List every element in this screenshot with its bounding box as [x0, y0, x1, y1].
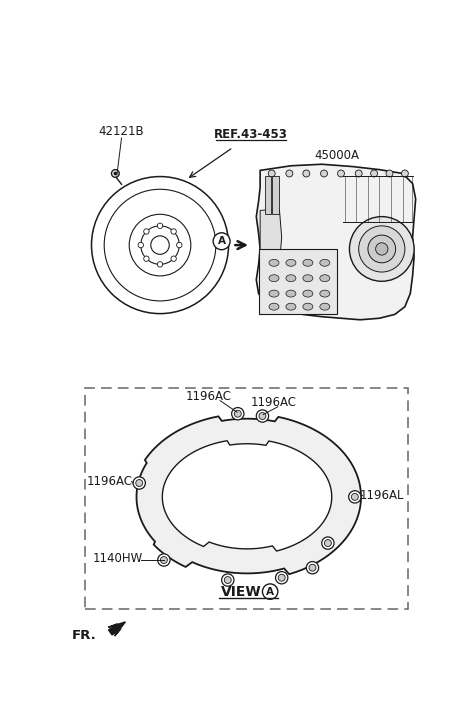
- Polygon shape: [256, 164, 415, 320]
- Bar: [85, 387, 408, 609]
- Text: 42121B: 42121B: [99, 125, 144, 138]
- Circle shape: [368, 235, 396, 262]
- Circle shape: [275, 571, 288, 584]
- Circle shape: [355, 170, 362, 177]
- Circle shape: [324, 539, 331, 547]
- Text: 1196AC: 1196AC: [186, 390, 232, 403]
- Text: VIEW: VIEW: [220, 585, 261, 598]
- Circle shape: [306, 561, 319, 574]
- Polygon shape: [109, 622, 125, 636]
- Circle shape: [157, 223, 163, 228]
- Ellipse shape: [269, 290, 279, 297]
- Circle shape: [111, 169, 119, 177]
- Circle shape: [151, 236, 169, 254]
- Circle shape: [371, 170, 377, 177]
- Ellipse shape: [320, 275, 330, 281]
- Ellipse shape: [320, 303, 330, 310]
- Circle shape: [350, 217, 414, 281]
- Circle shape: [136, 480, 143, 486]
- Ellipse shape: [303, 290, 313, 297]
- Circle shape: [309, 564, 316, 571]
- Circle shape: [286, 170, 293, 177]
- Ellipse shape: [269, 275, 279, 281]
- Circle shape: [224, 577, 231, 584]
- Circle shape: [144, 256, 149, 262]
- Circle shape: [337, 170, 345, 177]
- Circle shape: [386, 170, 393, 177]
- Ellipse shape: [303, 275, 313, 281]
- Bar: [265, 176, 271, 214]
- Text: 45000A: 45000A: [314, 148, 360, 161]
- Circle shape: [113, 172, 118, 175]
- Circle shape: [213, 233, 230, 249]
- Circle shape: [262, 584, 278, 599]
- Circle shape: [138, 242, 143, 248]
- Circle shape: [303, 170, 310, 177]
- Circle shape: [232, 408, 244, 420]
- Circle shape: [321, 170, 328, 177]
- Circle shape: [171, 256, 176, 262]
- Ellipse shape: [286, 303, 296, 310]
- Ellipse shape: [303, 303, 313, 310]
- Polygon shape: [260, 209, 282, 266]
- Circle shape: [359, 226, 405, 272]
- Circle shape: [401, 170, 408, 177]
- Ellipse shape: [269, 260, 279, 266]
- Ellipse shape: [320, 290, 330, 297]
- Ellipse shape: [286, 260, 296, 266]
- Text: 1140HW: 1140HW: [93, 552, 143, 565]
- Circle shape: [268, 170, 275, 177]
- Circle shape: [157, 262, 163, 267]
- Text: FR.: FR.: [71, 629, 96, 642]
- Circle shape: [158, 554, 170, 566]
- Ellipse shape: [303, 260, 313, 266]
- Circle shape: [235, 410, 241, 417]
- Circle shape: [160, 557, 167, 563]
- Circle shape: [376, 243, 388, 255]
- Ellipse shape: [286, 290, 296, 297]
- Circle shape: [352, 494, 358, 500]
- Circle shape: [256, 410, 268, 422]
- Text: 1196AC: 1196AC: [87, 475, 133, 488]
- Circle shape: [171, 229, 176, 234]
- Text: A: A: [218, 236, 226, 246]
- Circle shape: [278, 574, 285, 581]
- Polygon shape: [162, 441, 332, 551]
- Text: 1196AL: 1196AL: [360, 489, 404, 502]
- Text: 1196AC: 1196AC: [251, 396, 297, 409]
- Text: REF.43-453: REF.43-453: [214, 129, 288, 142]
- Circle shape: [349, 491, 361, 503]
- Circle shape: [222, 574, 234, 586]
- Circle shape: [322, 537, 334, 549]
- Bar: [273, 176, 279, 214]
- Circle shape: [144, 229, 149, 234]
- Circle shape: [177, 242, 182, 248]
- Ellipse shape: [320, 260, 330, 266]
- Ellipse shape: [269, 303, 279, 310]
- Circle shape: [259, 412, 266, 419]
- Bar: [258, 249, 337, 314]
- Circle shape: [133, 477, 145, 489]
- Text: A: A: [266, 587, 274, 597]
- Polygon shape: [136, 417, 361, 574]
- Ellipse shape: [286, 275, 296, 281]
